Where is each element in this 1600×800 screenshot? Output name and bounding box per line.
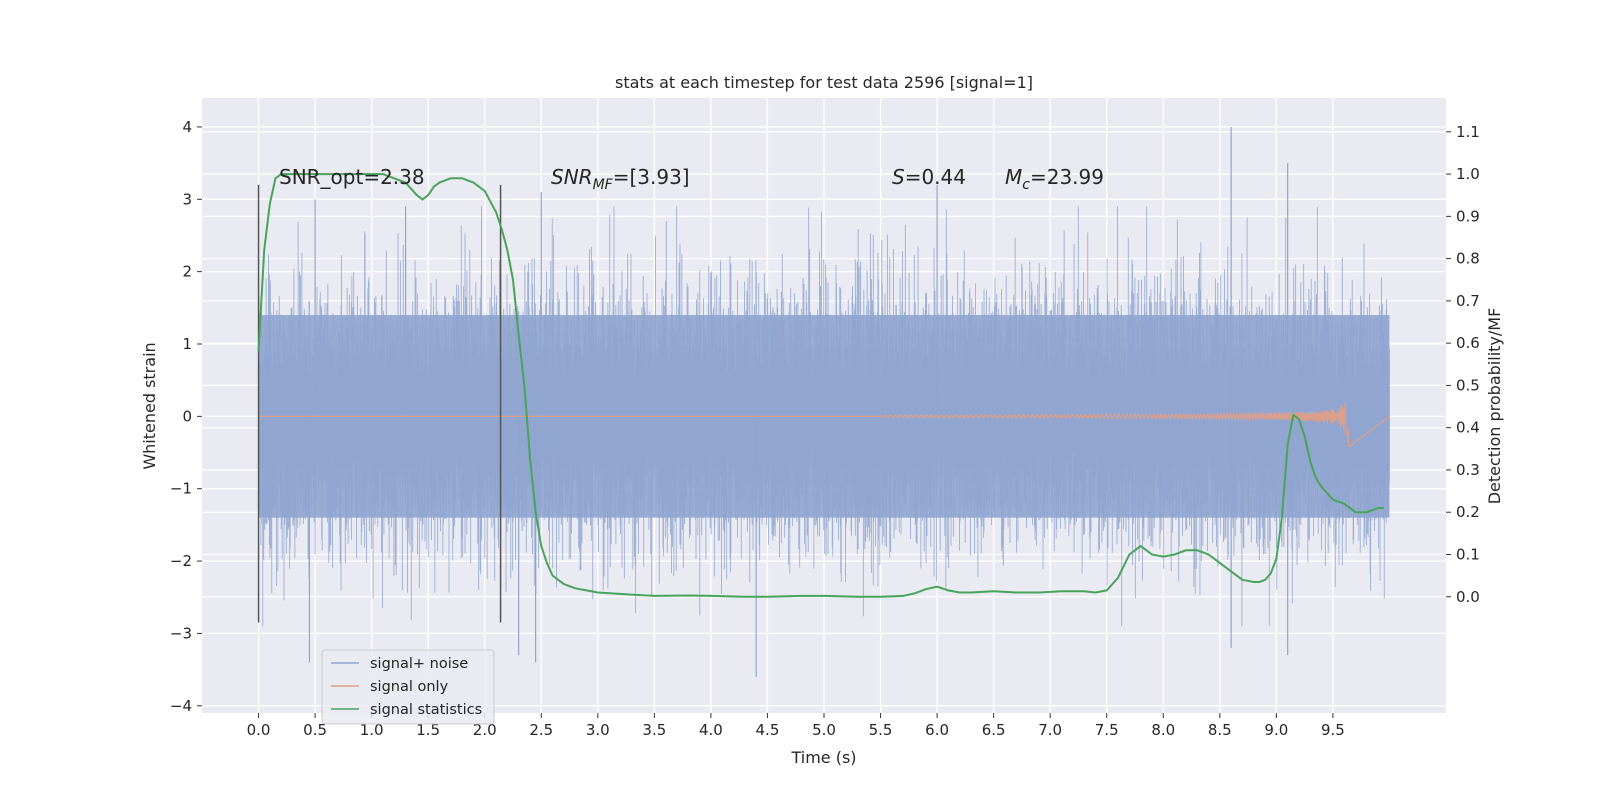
x-tick-label: 3.0 [586, 721, 610, 739]
y2-axis-ticks: 1.1 1.0 0.9 0.8 0.7 0.6 0.5 0.4 0.3 0.2 0.1 0.0 [1446, 123, 1480, 606]
x-axis-ticks: 0.0 0.5 1.0 1.5 2.0 2.5 3.0 3.5 4.0 4.5 5.0 5.5 6.0 6… [247, 713, 1345, 739]
y2-tick-label: 0.4 [1456, 419, 1480, 437]
x-axis-label: Time (s) [790, 748, 856, 767]
x-tick-label: 7.5 [1095, 721, 1119, 739]
x-tick-label: 1.5 [416, 721, 440, 739]
y-tick-label: 1 [182, 335, 192, 353]
y-tick-label: −2 [170, 552, 192, 570]
signal-statistics-series [257, 173, 1384, 598]
y-tick-label: 0 [182, 407, 192, 425]
y2-tick-label: 0.1 [1456, 545, 1480, 563]
y2-tick-label: 0.2 [1456, 503, 1480, 521]
x-tick-label: 5.0 [812, 721, 836, 739]
x-tick-label: 9.0 [1264, 721, 1288, 739]
window-markers [257, 184, 502, 623]
x-tick-label: 2.5 [529, 721, 553, 739]
y-tick-label: 4 [182, 118, 192, 136]
legend-label-signal-plus-noise: signal+ noise [370, 656, 468, 672]
legend-label-signal-only: signal only [370, 679, 449, 695]
y2-tick-label: 0.0 [1456, 588, 1480, 606]
legend-box [321, 649, 495, 725]
x-tick-label: 3.5 [642, 721, 666, 739]
y2-tick-label: 1.1 [1456, 123, 1480, 141]
y-axis-label: Whitened strain [140, 342, 159, 469]
y-tick-label: −1 [170, 480, 192, 498]
x-tick-label: 9.5 [1321, 721, 1345, 739]
x-tick-label: 4.5 [756, 721, 780, 739]
x-tick-label: 0.5 [303, 721, 327, 739]
y2-tick-label: 0.3 [1456, 461, 1480, 479]
x-tick-label: 0.0 [247, 721, 271, 739]
y2-tick-label: 1.0 [1456, 165, 1480, 183]
x-tick-label: 4.0 [699, 721, 723, 739]
x-tick-label: 1.0 [360, 721, 384, 739]
signal-statistics-line [257, 173, 1384, 598]
y-tick-label: −3 [170, 624, 192, 642]
y-axis-ticks: 4 3 2 1 0 −1 −2 −3 −4 [170, 118, 202, 715]
x-tick-label: 6.0 [925, 721, 949, 739]
signal-only-series [258, 401, 1390, 447]
mc-annotation: Mc=23.99 [1005, 165, 1104, 193]
snr-opt-annotation: SNR_opt=2.38 [279, 165, 425, 189]
x-tick-label: 5.5 [869, 721, 893, 739]
legend: signal+ noise signal only signal statist… [321, 649, 495, 725]
y-tick-label: 2 [182, 263, 192, 281]
x-tick-label: 8.0 [1151, 721, 1175, 739]
y-tick-label: −4 [170, 697, 192, 715]
y2-tick-label: 0.5 [1456, 376, 1480, 394]
x-tick-label: 8.5 [1208, 721, 1232, 739]
y2-axis-label: Detection probability/MF [1485, 308, 1504, 505]
legend-label-signal-statistics: signal statistics [370, 702, 482, 718]
y2-tick-label: 0.9 [1456, 207, 1480, 225]
snr-mf-annotation: SNRMF=[3.93] [551, 165, 690, 193]
x-tick-label: 6.5 [982, 721, 1006, 739]
y2-tick-label: 0.7 [1456, 292, 1480, 310]
x-tick-label: 2.0 [473, 721, 497, 739]
y2-tick-label: 0.6 [1456, 334, 1480, 352]
x-tick-label: 7.0 [1038, 721, 1062, 739]
s-annotation: S=0.44 [892, 165, 966, 189]
y2-tick-label: 0.8 [1456, 250, 1480, 268]
chart-title: stats at each timestep for test data 259… [615, 73, 1033, 92]
y-tick-label: 3 [182, 190, 192, 208]
signal-only-line [258, 401, 1390, 447]
